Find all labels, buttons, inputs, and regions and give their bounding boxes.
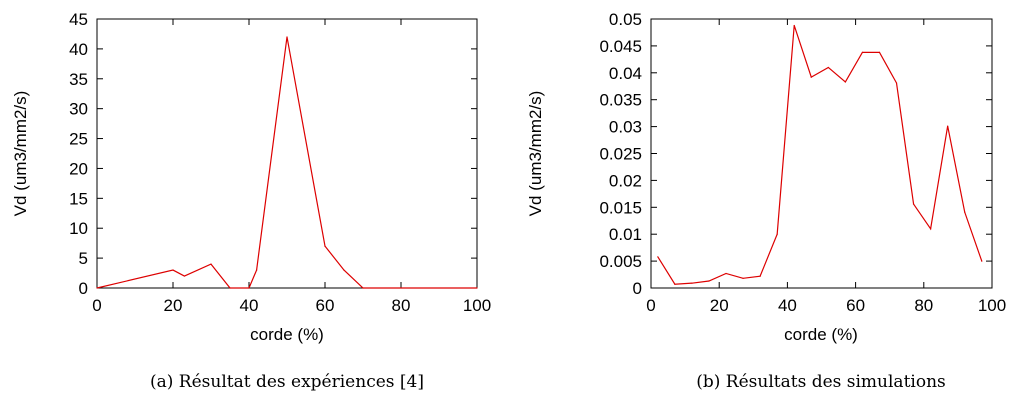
y-tick-label: 0	[79, 279, 88, 298]
y-tick-label: 0.01	[609, 225, 642, 244]
y-tick-label: 30	[69, 100, 88, 119]
chart-a-series-line	[96, 36, 477, 289]
chart-b-caption: (b) Résultats des simulations	[696, 372, 946, 392]
y-tick-label: 35	[69, 70, 88, 89]
chart-a-xlabel: corde (%)	[250, 325, 324, 344]
chart-b-xlabel: corde (%)	[784, 325, 858, 344]
y-tick-label: 0.045	[599, 37, 642, 56]
y-tick-label: 40	[69, 40, 88, 59]
chart-b-ylabel: Vd (um3/mm2/s)	[526, 91, 545, 217]
chart-b-series-line	[657, 25, 983, 285]
x-tick-label: 100	[978, 296, 1006, 315]
x-tick-label: 40	[778, 296, 797, 315]
y-tick-label: 45	[69, 10, 88, 29]
x-tick-label: 40	[240, 296, 259, 315]
chart-b-plot-frame	[650, 18, 993, 289]
chart-a: 0 20 40 60 80 100 0 5 10 15 20 25 30 35 40 45 corde (%)…	[11, 10, 491, 392]
y-tick-label: 0.03	[609, 118, 642, 137]
y-tick-label: 0.005	[599, 252, 642, 271]
y-tick-label: 0.035	[599, 91, 642, 110]
chart-a-ticks: 0 20 40 60 80 100 0 5 10 15 20 25 30 35 40 45	[69, 10, 491, 315]
x-tick-label: 60	[846, 296, 865, 315]
chart-a-ylabel: Vd (um3/mm2/s)	[11, 91, 30, 217]
x-tick-label: 80	[914, 296, 933, 315]
y-tick-label: 20	[69, 159, 88, 178]
y-tick-label: 0.02	[609, 171, 642, 190]
chart-b: 0 20 40 60 80 100 0 0.005 0.01 0.015 0.02 0.025 0.03…	[526, 10, 1006, 392]
x-tick-label: 100	[463, 296, 491, 315]
x-tick-label: 60	[316, 296, 335, 315]
y-tick-label: 0	[633, 279, 642, 298]
y-tick-label: 0.05	[609, 10, 642, 29]
y-tick-label: 0.04	[609, 64, 642, 83]
chart-b-ticks: 0 20 40 60 80 100 0 0.005 0.01 0.015 0.02 0.025 0.03…	[599, 10, 1006, 315]
y-tick-label: 10	[69, 219, 88, 238]
chart-a-plot-frame	[96, 18, 478, 289]
y-tick-label: 0.015	[599, 198, 642, 217]
x-tick-label: 20	[710, 296, 729, 315]
x-tick-label: 20	[164, 296, 183, 315]
y-tick-label: 15	[69, 189, 88, 208]
chart-a-caption: (a) Résultat des expériences [4]	[150, 372, 424, 392]
x-tick-label: 0	[92, 296, 101, 315]
y-tick-label: 25	[69, 130, 88, 149]
y-tick-label: 5	[79, 249, 88, 268]
x-tick-label: 80	[392, 296, 411, 315]
y-tick-label: 0.025	[599, 145, 642, 164]
x-tick-label: 0	[646, 296, 655, 315]
